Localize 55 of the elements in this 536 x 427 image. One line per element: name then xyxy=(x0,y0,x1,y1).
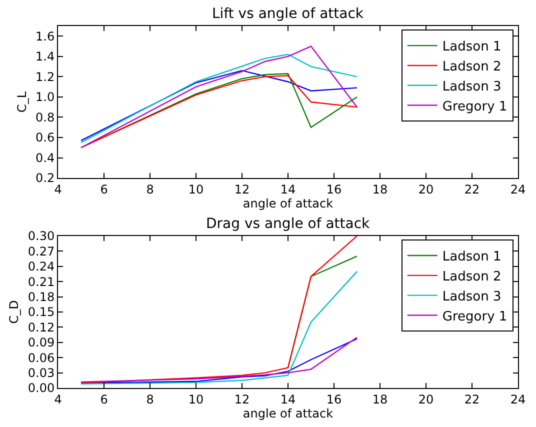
legend-label: Gregory 1 xyxy=(442,309,508,324)
x-tick-label: 6 xyxy=(100,392,108,406)
chart-title: Drag vs angle of attack xyxy=(206,216,371,232)
x-tick-label: 10 xyxy=(188,182,204,196)
y-tick-label: 1.4 xyxy=(36,50,55,64)
legend-label: Ladson 2 xyxy=(442,270,502,284)
y-tick-label: 0.4 xyxy=(36,150,55,165)
legend-label: Ladson 3 xyxy=(442,289,502,304)
y-tick-label: 0.15 xyxy=(28,305,55,320)
y-tick-label: 0.00 xyxy=(28,381,55,396)
x-tick-label: 24 xyxy=(510,392,526,406)
y-tick-label: 1.2 xyxy=(36,70,55,84)
y-tick-label: 0.30 xyxy=(28,229,55,244)
y-tick-label: 0.03 xyxy=(28,366,55,380)
legend-label: Ladson 1 xyxy=(442,40,502,55)
x-tick-label: 16 xyxy=(326,392,342,406)
x-tick-label: 14 xyxy=(280,392,296,406)
legend-label: Ladson 1 xyxy=(442,250,502,265)
x-tick-label: 10 xyxy=(188,392,204,406)
x-axis-title: angle of attack xyxy=(242,196,334,210)
x-tick-label: 6 xyxy=(100,182,108,196)
x-tick-label: 8 xyxy=(146,182,154,196)
x-tick-label: 18 xyxy=(372,392,388,406)
x-tick-label: 16 xyxy=(326,182,342,196)
x-tick-label: 12 xyxy=(234,182,250,196)
legend-label: Gregory 1 xyxy=(442,99,508,114)
x-tick-label: 20 xyxy=(418,392,434,406)
y-tick-label: 0.18 xyxy=(28,290,55,304)
y-tick-label: 1.6 xyxy=(36,29,55,44)
y-tick-label: 0.6 xyxy=(36,130,55,145)
legend-label: Ladson 2 xyxy=(442,60,502,75)
y-tick-label: 0.09 xyxy=(28,336,55,350)
x-tick-label: 18 xyxy=(372,182,388,196)
y-tick-label: 0.06 xyxy=(28,350,55,365)
x-tick-label: 20 xyxy=(418,182,434,196)
y-tick-label: 0.21 xyxy=(28,274,55,289)
x-axis-title: angle of attack xyxy=(242,406,334,420)
chart-title: Lift vs angle of attack xyxy=(212,6,364,22)
y-tick-label: 0.24 xyxy=(28,260,55,274)
x-tick-label: 4 xyxy=(54,392,62,406)
legend-label: Ladson 3 xyxy=(442,79,502,94)
x-tick-label: 14 xyxy=(280,182,296,196)
y-tick-label: 0.2 xyxy=(36,171,55,186)
y-axis-title: C_D xyxy=(7,300,22,324)
y-axis-title: C_L xyxy=(14,91,29,113)
y-tick-label: 0.27 xyxy=(28,244,55,258)
x-tick-label: 22 xyxy=(464,182,480,196)
y-tick-label: 0.12 xyxy=(28,320,55,334)
x-tick-label: 4 xyxy=(54,182,62,196)
x-tick-label: 22 xyxy=(464,392,480,406)
x-tick-label: 24 xyxy=(510,182,526,196)
x-tick-label: 8 xyxy=(146,392,154,406)
y-tick-label: 1.0 xyxy=(36,90,55,104)
y-tick-label: 0.8 xyxy=(36,110,55,124)
x-tick-label: 12 xyxy=(234,392,250,406)
